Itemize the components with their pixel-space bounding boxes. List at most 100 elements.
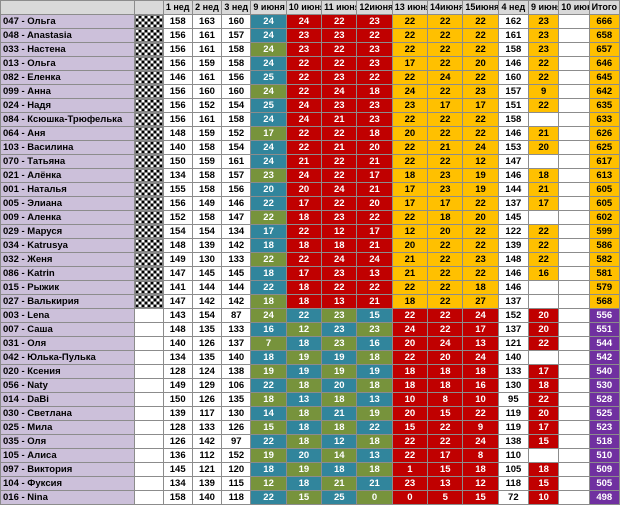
- score-cell: 22: [391, 70, 429, 85]
- score-cell: 18: [391, 168, 429, 183]
- marker-cell: [134, 154, 164, 169]
- score-cell: 22: [427, 126, 464, 141]
- score-cell: 13: [285, 392, 323, 407]
- table-row: 082 - Еленка 146 161 156 25 22 23 22 22 24 22 160 22…: [0, 70, 621, 85]
- score-cell: 22: [321, 126, 358, 141]
- column-header: 10 июня: [285, 0, 323, 15]
- table-row: 025 - Мила 128 133 126 15 18 18 22 15 22 9 119 17 523: [0, 420, 621, 435]
- score-cell: [558, 210, 590, 225]
- score-cell: 22: [427, 434, 464, 449]
- score-cell: 154: [221, 98, 252, 113]
- score-cell: 22: [391, 112, 429, 127]
- score-cell: 556: [588, 308, 621, 323]
- score-cell: 12: [321, 434, 358, 449]
- score-cell: 147: [497, 154, 529, 169]
- table-row: 031 - Оля 140 126 137 7 18 23 16 20 24 13 121 22 544: [0, 336, 621, 351]
- score-cell: 509: [588, 462, 621, 477]
- score-cell: 20: [391, 238, 429, 253]
- score-cell: 161: [191, 28, 223, 43]
- score-cell: 126: [191, 392, 223, 407]
- participant-name: 005 - Элиана: [0, 196, 136, 211]
- score-cell: [558, 364, 590, 379]
- score-cell: 18: [250, 462, 287, 477]
- score-cell: [558, 378, 590, 393]
- score-cell: 21: [356, 154, 393, 169]
- score-cell: 146: [497, 56, 529, 71]
- participant-name: 014 - DaBi: [0, 392, 136, 407]
- marker-cell: [134, 196, 164, 211]
- score-cell: 22: [250, 490, 287, 505]
- score-cell: [558, 308, 590, 323]
- column-header: 13 июня: [391, 0, 429, 15]
- score-cell: 163: [191, 14, 223, 29]
- score-cell: 149: [162, 252, 193, 267]
- table-row: 030 - Светлана 139 117 130 14 18 21 19 20 15 22 119…: [0, 406, 621, 421]
- score-cell: 14: [321, 448, 358, 463]
- score-cell: 22: [462, 126, 499, 141]
- score-cell: 13: [356, 266, 393, 281]
- score-cell: 17: [285, 196, 323, 211]
- score-cell: 158: [497, 42, 529, 57]
- score-cell: 19: [462, 182, 499, 197]
- score-cell: 137: [497, 322, 529, 337]
- score-cell: [558, 14, 590, 29]
- participant-name: 047 - Ольга: [0, 14, 136, 29]
- table-row: 009 - Аленка 152 158 147 22 18 23 22 22 18 20 145 60…: [0, 210, 621, 225]
- score-cell: 7: [250, 336, 287, 351]
- column-header: 9 июня: [527, 0, 560, 15]
- score-cell: 20: [391, 126, 429, 141]
- score-cell: 160: [221, 84, 252, 99]
- score-cell: 22: [427, 280, 464, 295]
- table-row: 003 - Lena 143 154 87 24 22 23 15 22 22 24 152 20 556: [0, 308, 621, 323]
- score-cell: 133: [221, 252, 252, 267]
- score-cell: [527, 448, 560, 463]
- participant-name: 009 - Аленка: [0, 210, 136, 225]
- score-cell: 18: [527, 378, 560, 393]
- participant-name: 007 - Саша: [0, 322, 136, 337]
- marker-cell: [134, 238, 164, 253]
- score-cell: [558, 434, 590, 449]
- score-cell: 159: [191, 126, 223, 141]
- score-cell: 15: [427, 406, 464, 421]
- score-cell: 23: [356, 322, 393, 337]
- score-cell: 22: [427, 308, 464, 323]
- score-cell: 162: [497, 14, 529, 29]
- score-cell: 22: [250, 210, 287, 225]
- score-cell: 17: [391, 182, 429, 197]
- score-cell: 22: [391, 14, 429, 29]
- participant-name: 086 - Katrin: [0, 266, 136, 281]
- score-cell: 22: [391, 154, 429, 169]
- score-cell: 24: [427, 70, 464, 85]
- score-cell: 22: [427, 266, 464, 281]
- score-cell: 137: [497, 196, 529, 211]
- score-cell: 22: [462, 238, 499, 253]
- participant-name: 024 - Надя: [0, 98, 136, 113]
- score-cell: 142: [191, 434, 223, 449]
- score-cell: 602: [588, 210, 621, 225]
- score-cell: 18: [285, 420, 323, 435]
- score-cell: 12: [391, 224, 429, 239]
- score-cell: 17: [527, 196, 560, 211]
- score-cell: 152: [221, 448, 252, 463]
- score-cell: 18: [285, 476, 323, 491]
- score-cell: 21: [356, 238, 393, 253]
- score-cell: 528: [588, 392, 621, 407]
- score-cell: [558, 252, 590, 267]
- score-cell: 24: [321, 84, 358, 99]
- score-cell: 626: [588, 126, 621, 141]
- score-cell: 22: [285, 70, 323, 85]
- score-cell: 152: [162, 210, 193, 225]
- score-cell: 20: [285, 182, 323, 197]
- score-cell: 22: [427, 252, 464, 267]
- score-cell: 5: [427, 490, 464, 505]
- table-row: 024 - Надя 156 152 154 25 24 23 23 23 17 17 151 22 63…: [0, 98, 621, 113]
- score-cell: 18: [321, 420, 358, 435]
- score-cell: 25: [250, 70, 287, 85]
- column-header: 15июня: [462, 0, 499, 15]
- score-cell: 121: [497, 336, 529, 351]
- score-cell: 24: [427, 336, 464, 351]
- score-cell: 72: [497, 490, 529, 505]
- score-cell: 642: [588, 84, 621, 99]
- score-cell: [558, 56, 590, 71]
- marker-cell: [134, 280, 164, 295]
